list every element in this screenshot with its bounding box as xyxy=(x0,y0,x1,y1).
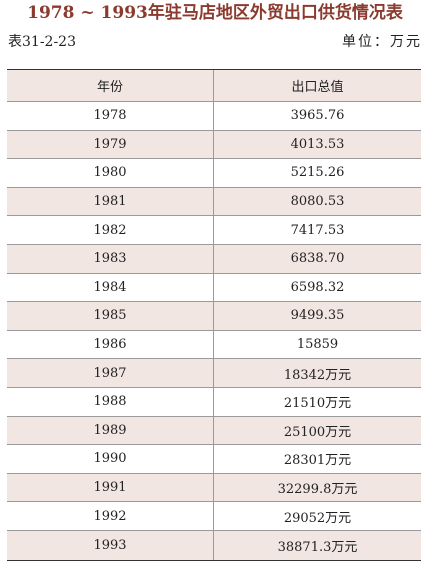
table-meta: 表31-2-23 单位：万元 xyxy=(8,32,422,52)
table-row: 1992 29052万元 xyxy=(7,502,421,531)
table-row: 1981 8080.53 xyxy=(7,187,421,217)
year-cell: 1988 xyxy=(7,387,214,416)
table-row: 1986 15859 xyxy=(7,330,421,360)
year-cell: 1984 xyxy=(7,273,214,302)
year-cell: 1978 xyxy=(7,102,214,130)
table-row: 1988 21510万元 xyxy=(7,387,421,417)
table-id: 表31-2-23 xyxy=(8,34,76,50)
unit-label: 单位：万元 xyxy=(342,34,422,50)
export-value-cell: 21510万元 xyxy=(283,396,352,412)
export-value-cell: 4013.53 xyxy=(290,136,345,152)
year-cell: 1990 xyxy=(7,445,214,473)
year-cell: 1981 xyxy=(7,187,214,216)
export-value-cell: 32299.8万元 xyxy=(277,482,358,498)
column-header-export-value: 出口总值 xyxy=(291,80,344,95)
export-value-cell: 5215.26 xyxy=(290,165,345,181)
table-row: 1987 18342万元 xyxy=(7,359,421,388)
table-row: 1980 5215.26 xyxy=(7,159,421,188)
year-cell: 1989 xyxy=(7,416,214,445)
export-value-cell: 9499.35 xyxy=(290,308,345,324)
table-row: 1989 25100万元 xyxy=(7,416,421,446)
year-cell: 1980 xyxy=(7,159,214,187)
year-cell: 1991 xyxy=(7,473,214,502)
year-cell: 1993 xyxy=(7,530,214,560)
table-row: 1985 9499.35 xyxy=(7,302,421,331)
year-cell: 1986 xyxy=(7,330,214,359)
year-cell: 1985 xyxy=(7,302,214,330)
year-cell: 1987 xyxy=(7,359,214,387)
export-value-cell: 25100万元 xyxy=(283,424,352,440)
export-value-cell: 29052万元 xyxy=(283,510,352,526)
table-row: 1990 28301万元 xyxy=(7,445,421,474)
export-value-cell: 3965.76 xyxy=(290,108,345,124)
year-cell: 1982 xyxy=(7,216,214,244)
table-row: 1991 32299.8万元 xyxy=(7,473,421,503)
export-value-cell: 7417.53 xyxy=(290,222,345,238)
table-row: 1978 3965.76 xyxy=(7,102,421,131)
export-table: 年份 出口总值 1978 3965.76 1979 4013.53 1980 5215.2… xyxy=(7,69,421,561)
table-row: 1983 6838.70 xyxy=(7,244,421,274)
export-value-cell: 8080.53 xyxy=(290,194,345,210)
table-body: 1978 3965.76 1979 4013.53 1980 5215.26 1981 808… xyxy=(7,102,421,560)
column-header-year: 年份 xyxy=(7,70,214,101)
year-cell: 1992 xyxy=(7,502,214,530)
year-cell: 1979 xyxy=(7,130,214,159)
table-header-row: 年份 出口总值 xyxy=(7,70,421,102)
table-row: 1982 7417.53 xyxy=(7,216,421,245)
export-value-cell: 15859 xyxy=(296,337,339,353)
page-title: 1978 ~ 1993年驻马店地区外贸出口供货情况表 xyxy=(27,3,403,23)
table-row: 1993 38871.3万元 xyxy=(7,530,421,560)
export-value-cell: 28301万元 xyxy=(283,453,352,469)
export-value-cell: 6838.70 xyxy=(290,251,345,267)
export-value-cell: 18342万元 xyxy=(283,367,352,383)
table-row: 1984 6598.32 xyxy=(7,273,421,303)
export-value-cell: 6598.32 xyxy=(290,279,345,295)
export-value-cell: 38871.3万元 xyxy=(277,539,358,555)
table-row: 1979 4013.53 xyxy=(7,130,421,160)
year-cell: 1983 xyxy=(7,244,214,273)
